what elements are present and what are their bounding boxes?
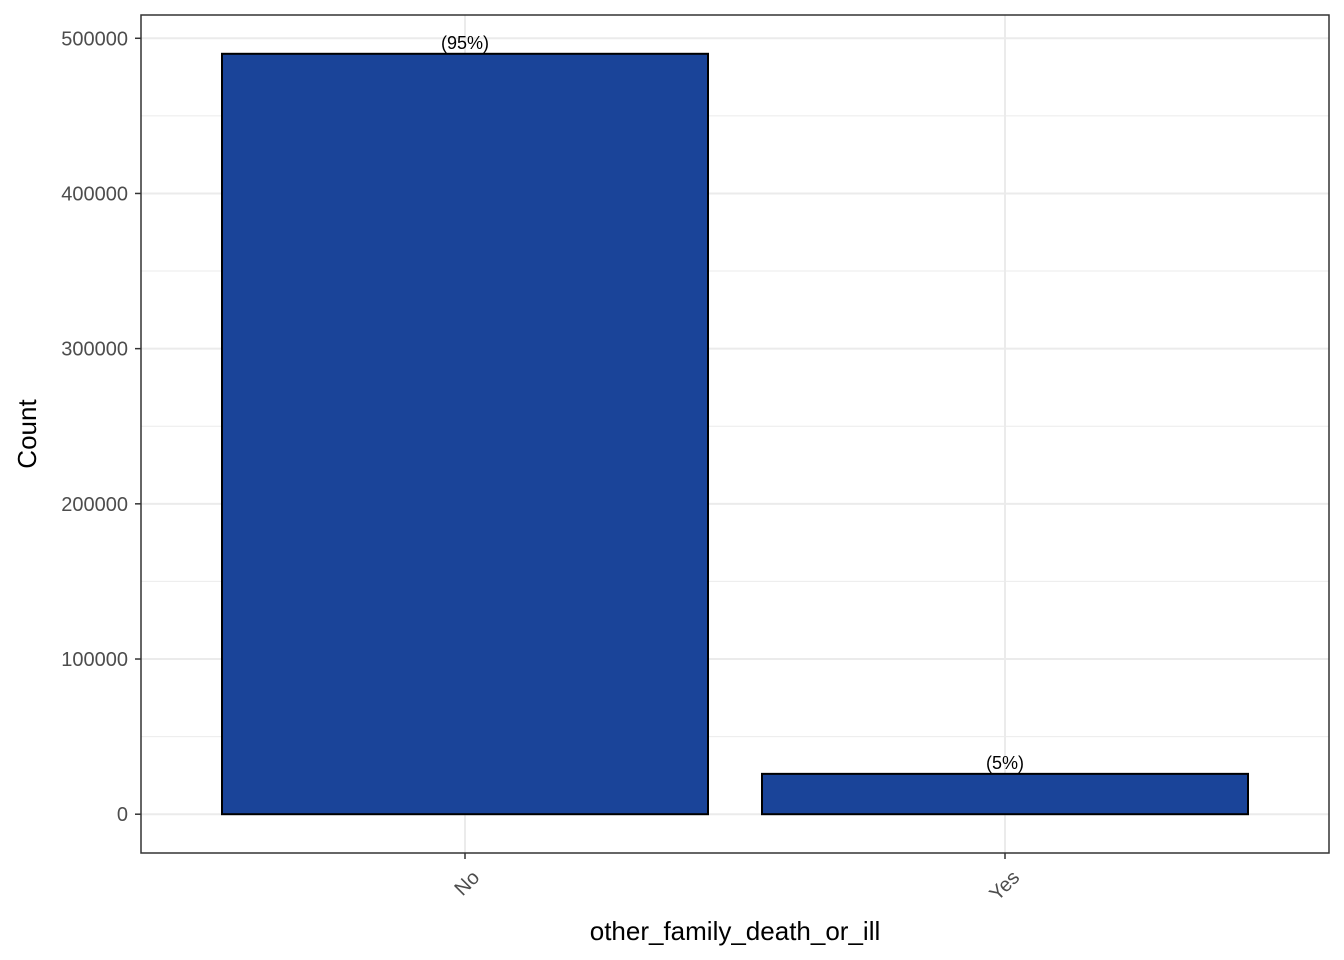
y-tick-label: 400000 <box>61 183 128 205</box>
x-tick-label: Yes <box>986 867 1025 906</box>
data-label: (95%) <box>441 33 489 53</box>
x-axis: No Yes <box>451 853 1025 906</box>
y-axis-title: Count <box>12 399 42 469</box>
bar-yes <box>761 772 1249 816</box>
data-labels: (95%) (5%) <box>441 33 1024 773</box>
y-tick-label: 500000 <box>61 28 128 50</box>
x-tick-label: No <box>451 867 485 901</box>
data-label: (5%) <box>986 753 1024 773</box>
y-tick-label: 300000 <box>61 339 128 361</box>
bars <box>221 52 1249 816</box>
bar-no <box>221 52 709 816</box>
y-tick-label: 200000 <box>61 494 128 516</box>
y-tick-label: 0 <box>117 804 128 826</box>
panel-border <box>140 14 1330 854</box>
y-axis: 0 100000 200000 300000 400000 500000 <box>61 28 141 826</box>
y-tick-label: 100000 <box>61 649 128 671</box>
x-axis-title: other_family_death_or_ill <box>590 916 881 946</box>
